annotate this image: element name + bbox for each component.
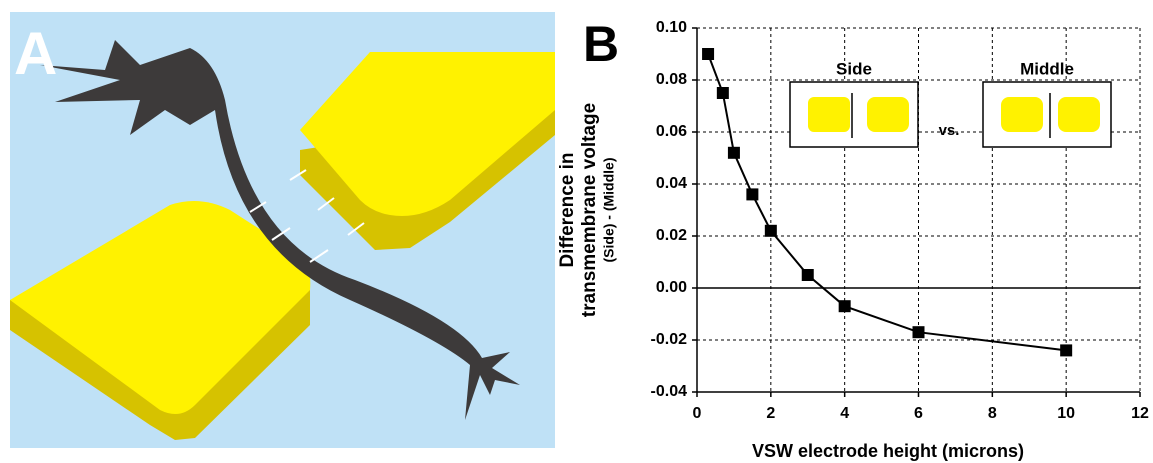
electrode [867,97,909,132]
x-axis-label: VSW electrode height (microns) [752,441,1024,461]
marker [838,300,851,313]
y-tick-label: 0.06 [656,123,687,140]
arrows [249,169,365,263]
electrode [1058,97,1100,132]
y-axis-label: Difference in transmembrane voltage (Sid… [557,103,617,317]
inset-label: vs. [939,122,960,139]
inset-label: Middle [1020,59,1074,78]
y-tick-label: 0.08 [656,71,687,88]
marker [1060,344,1073,357]
x-tick-label: 4 [840,405,849,422]
x-tick-label: 0 [693,405,702,422]
marker [764,224,777,237]
y-axis-label-line: Difference in [557,152,578,267]
marker [912,326,925,339]
marker [746,188,759,201]
y-tick-label: 0.10 [656,19,687,36]
marker [716,87,729,99]
panel-label: A [14,20,57,87]
x-tick-label: 8 [988,405,997,422]
marker [702,48,715,60]
neuron [40,40,520,420]
inset-label: Side [836,59,872,78]
x-tick-label: 10 [1057,405,1075,422]
x-tick-label: 6 [914,405,923,422]
y-tick-label: -0.04 [651,383,688,400]
electrode [1001,97,1043,132]
block-top [300,52,555,216]
y-tick-label: 0.04 [656,175,687,192]
illustration: A [10,12,555,448]
x-tick-label: 12 [1131,405,1149,422]
block-top [10,201,311,414]
marker [727,146,740,159]
y-axis-label-line: transmembrane voltage [579,103,600,317]
y-tick-label: 0.00 [656,279,687,296]
inset: Side vs. Middle [789,59,1112,148]
y-tick-label: 0.02 [656,227,687,244]
marker [801,269,814,281]
electrode [808,97,850,132]
x-tick-label: 2 [766,405,775,422]
y-tick-label: -0.02 [651,331,688,348]
y-axis-sublabel: (Side) - (Middle) [601,158,617,263]
panel-label: B [583,16,619,72]
